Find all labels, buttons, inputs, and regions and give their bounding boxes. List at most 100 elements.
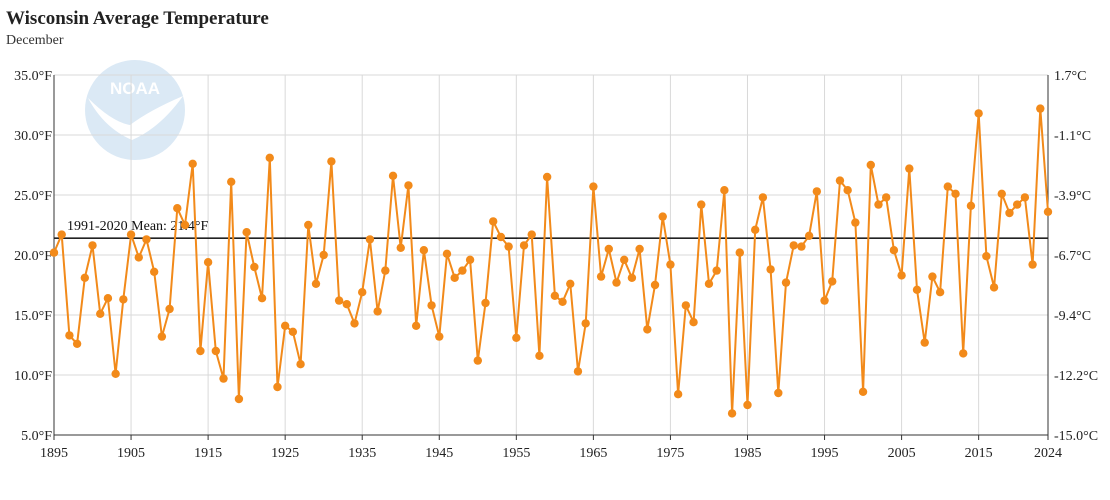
data-point: [381, 266, 390, 275]
data-point: [288, 327, 298, 336]
y-tick-label-left: 30.0°F: [14, 129, 52, 144]
data-point: [180, 220, 190, 230]
data-point: [1012, 200, 1022, 209]
mean-label: 1991-2020 Mean: 21.4°F: [67, 219, 209, 234]
data-point: [1036, 104, 1045, 113]
data-point: [781, 278, 791, 287]
data-point: [149, 267, 159, 276]
data-point: [627, 273, 637, 282]
data-point: [989, 283, 999, 292]
data-point: [697, 200, 706, 209]
data-point: [681, 301, 691, 310]
data-point: [126, 230, 136, 239]
data-point: [396, 243, 405, 252]
data-point: [527, 230, 536, 239]
data-point: [250, 262, 259, 272]
data-point: [858, 387, 868, 396]
data-point: [881, 193, 891, 202]
data-point: [966, 201, 976, 210]
data-point: [203, 258, 213, 267]
data-point: [550, 291, 560, 300]
data-point: [650, 280, 660, 290]
axes: 5.0°F -15.0°C 10.0°F -12.2°C 15.0°F -9.4°C 20.…: [14, 69, 1098, 461]
data-point: [774, 388, 783, 398]
data-point: [720, 186, 729, 195]
x-tick-label: 1945: [425, 446, 453, 461]
series-line: [53, 108, 1049, 414]
data-point: [458, 266, 467, 275]
data-point: [912, 285, 922, 294]
data-point: [504, 242, 513, 251]
y-tick-label-left: 35.0°F: [14, 69, 52, 84]
y-tick-label-right: -3.9°C: [1054, 189, 1091, 204]
data-point: [280, 321, 290, 330]
data-point: [111, 369, 120, 378]
data-point: [165, 304, 174, 314]
data-point: [620, 255, 629, 264]
chart-subtitle: December: [6, 33, 64, 48]
data-point: [496, 232, 506, 242]
x-tick-label: 1975: [656, 446, 684, 461]
y-tick-label-right: -15.0°C: [1054, 429, 1098, 444]
data-point: [512, 333, 521, 342]
data-point: [334, 296, 344, 305]
y-tick-label-right: 1.7°C: [1054, 69, 1086, 84]
data-point: [157, 332, 167, 341]
data-point: [874, 200, 883, 209]
x-tick-label: 1965: [579, 446, 607, 461]
data-point: [142, 235, 151, 244]
data-point: [712, 266, 721, 275]
y-tick-label-right: -1.1°C: [1054, 129, 1091, 144]
data-point: [57, 230, 66, 239]
data-point: [411, 321, 421, 330]
data-point: [1005, 208, 1014, 218]
data-point: [982, 252, 991, 261]
data-point: [943, 182, 953, 191]
data-point: [666, 260, 675, 269]
data-point: [173, 204, 182, 213]
y-tick-label-left: 20.0°F: [14, 249, 52, 264]
data-point: [257, 294, 267, 303]
data-point: [88, 241, 97, 250]
data-point: [373, 307, 382, 316]
y-tick-label-left: 25.0°F: [14, 189, 52, 204]
y-tick-label-left: 15.0°F: [14, 309, 52, 324]
data-point: [789, 241, 798, 250]
data-point: [388, 171, 398, 180]
data-point: [673, 390, 683, 399]
data-point: [735, 248, 744, 257]
y-tick-label-right: -12.2°C: [1054, 369, 1098, 384]
data-point: [1043, 207, 1053, 216]
noaa-logo-bird: [88, 96, 183, 140]
data-point: [604, 244, 613, 254]
data-point: [766, 265, 775, 274]
data-point: [319, 250, 328, 260]
data-point: [242, 228, 251, 237]
x-tick-label: 1915: [194, 446, 222, 461]
x-tick-label: 1905: [117, 446, 145, 461]
data-point: [65, 331, 74, 340]
data-point: [404, 181, 413, 190]
chart-title: Wisconsin Average Temperature: [6, 8, 269, 29]
data-point: [427, 301, 436, 310]
data-point: [227, 177, 236, 186]
data-point: [812, 187, 822, 196]
x-tick-label: 1955: [502, 446, 530, 461]
data-point: [435, 332, 444, 341]
data-point: [797, 242, 806, 251]
x-tick-label: 2024: [1034, 446, 1062, 461]
data-point: [134, 253, 143, 262]
data-point: [750, 225, 760, 234]
data-point: [928, 272, 937, 281]
y-tick-label-right: -6.7°C: [1054, 249, 1091, 264]
data-point: [704, 279, 714, 288]
data-point: [273, 382, 282, 392]
data-point: [219, 374, 228, 383]
data-point: [843, 186, 852, 195]
y-tick-label-left: 5.0°F: [21, 429, 52, 444]
data-point: [119, 295, 128, 304]
data-point: [558, 297, 567, 306]
data-point: [365, 235, 375, 244]
data-point: [1028, 260, 1037, 269]
